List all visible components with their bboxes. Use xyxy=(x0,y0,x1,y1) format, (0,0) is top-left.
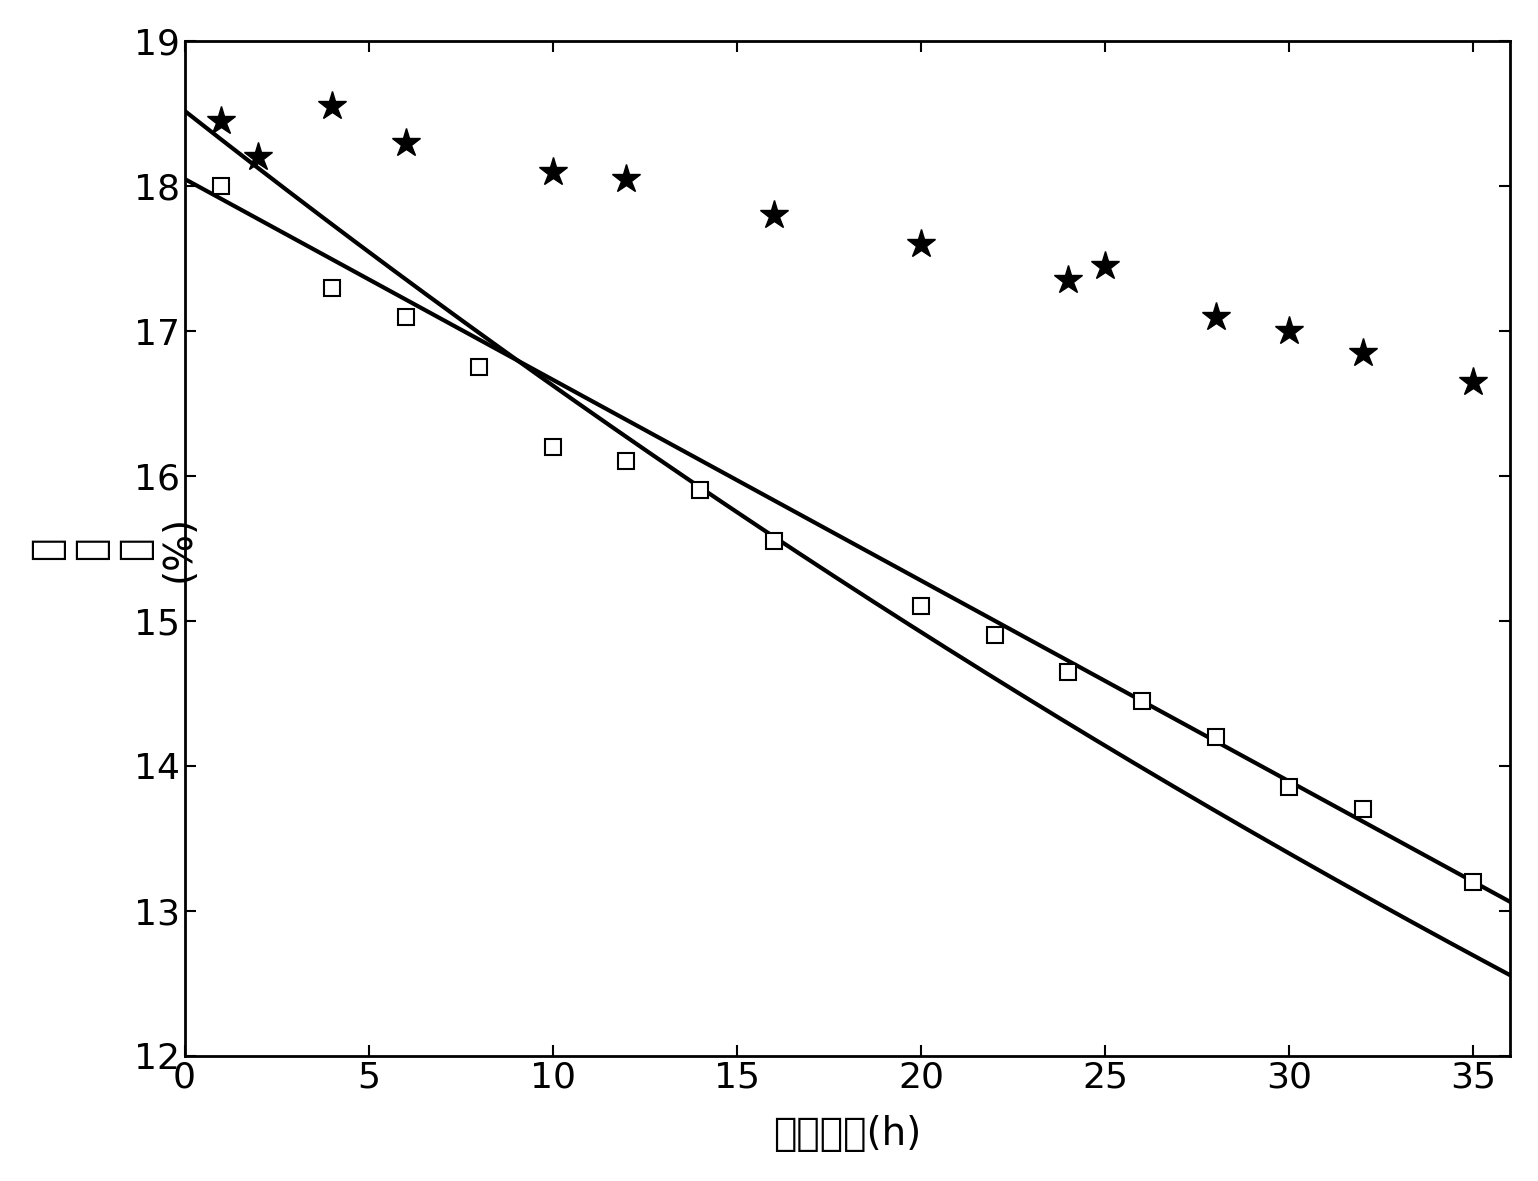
Y-axis label: 转
化
率
(%): 转 化 率 (%) xyxy=(28,515,198,582)
X-axis label: 时　间　(h): 时 间 (h) xyxy=(774,1115,921,1153)
